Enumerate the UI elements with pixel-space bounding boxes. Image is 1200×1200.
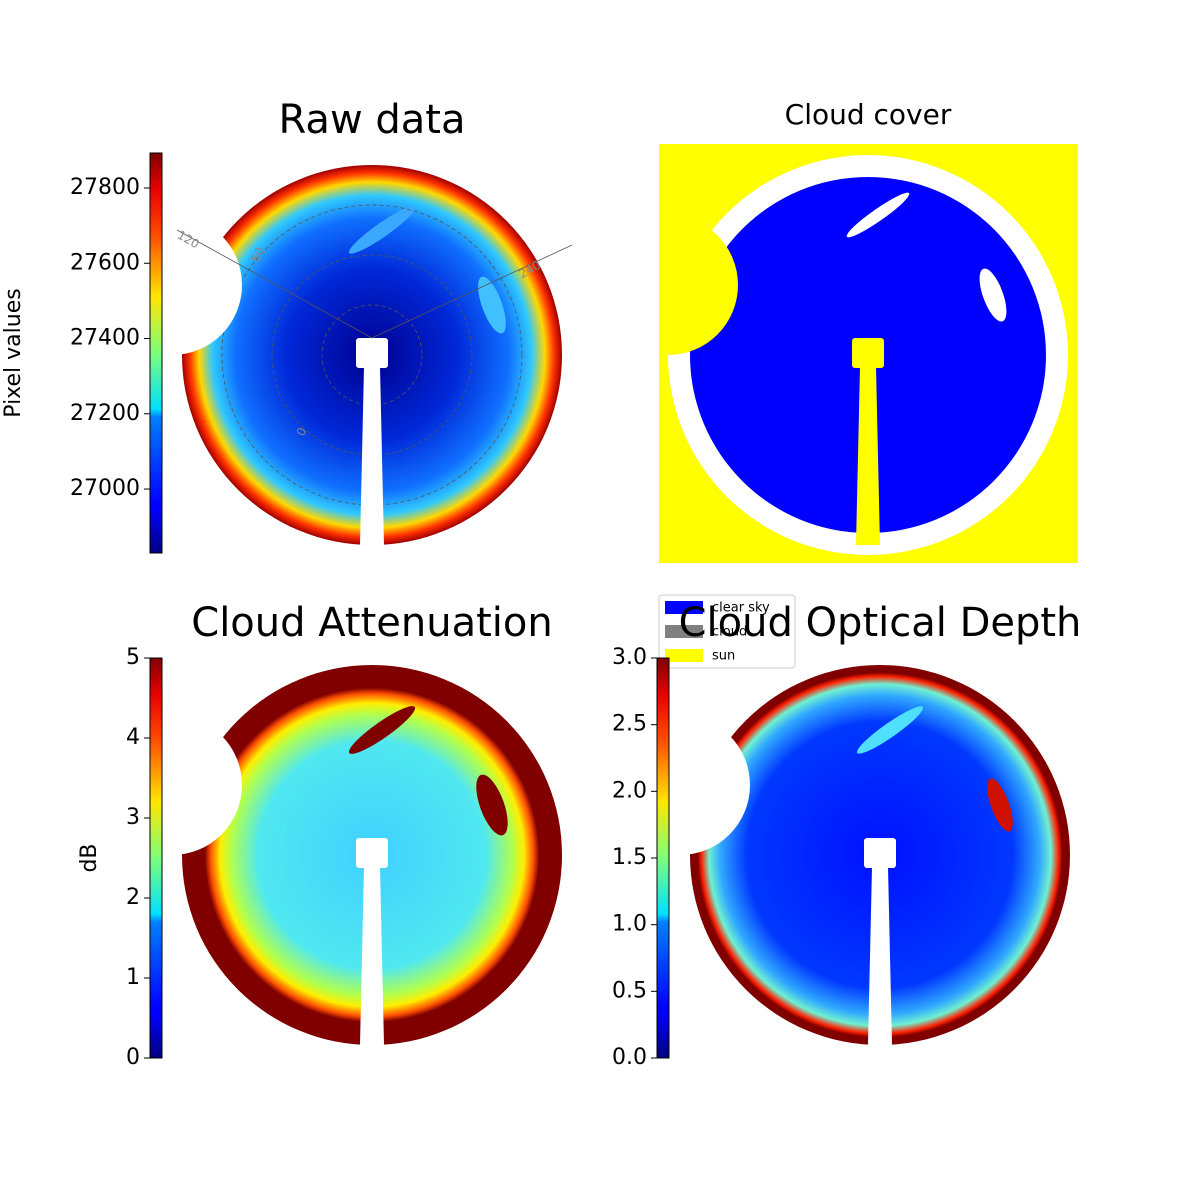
polar-grid xyxy=(221,204,523,506)
colorbar-tick-label: 3 xyxy=(126,805,140,830)
cloud-streak xyxy=(846,192,910,238)
legend-swatch xyxy=(665,601,703,614)
sun-blocker-arm xyxy=(856,367,880,545)
cloud-patch xyxy=(478,276,506,334)
colorbar-tick-label: 2.5 xyxy=(612,712,647,737)
panel-title: Cloud Attenuation xyxy=(191,600,552,646)
colorbar-tick-label: 0.0 xyxy=(612,1045,647,1070)
colorbar-tick-label: 5 xyxy=(126,645,140,670)
cloud-streak xyxy=(856,706,924,754)
polar-label: 60 xyxy=(248,245,268,265)
panel-title: Raw data xyxy=(279,97,466,143)
cloud-streak xyxy=(348,206,416,254)
colorbar-tick-label: 27400 xyxy=(70,326,140,351)
colorbar-tick-label: 3.0 xyxy=(612,645,647,670)
polar-label: 120 xyxy=(175,228,202,252)
sun-blocker xyxy=(356,338,388,368)
sky-image xyxy=(690,665,1070,1045)
colorbar xyxy=(149,657,163,1059)
panel-title: Cloud cover xyxy=(785,98,952,131)
polar-ray xyxy=(371,244,573,339)
sky-mask xyxy=(668,155,1068,555)
legend-label: sun xyxy=(712,649,735,664)
colorbar-tick-label: 1 xyxy=(126,965,140,990)
sun-blocker xyxy=(864,838,896,868)
sun-blocker xyxy=(356,838,388,868)
colorbar-tick-label: 1.5 xyxy=(612,845,647,870)
sun-blocker-arm xyxy=(360,867,384,1045)
legend-swatch xyxy=(665,625,703,638)
colorbar-tick-label: 1.0 xyxy=(612,912,647,937)
colorbar-tick-label: 0.5 xyxy=(612,978,647,1003)
sky-image xyxy=(182,165,562,545)
colorbar-tick-label: 27000 xyxy=(70,476,140,501)
colorbar xyxy=(656,657,670,1059)
sky-image xyxy=(182,665,562,1045)
cloud-patch xyxy=(987,778,1013,832)
cloud-streak xyxy=(348,706,416,754)
legend-label: cloud xyxy=(712,625,747,640)
legend-label: clear sky xyxy=(712,601,770,616)
colorbar-tick-label: 27600 xyxy=(70,250,140,275)
colorbar-tick-label: 2.0 xyxy=(612,778,647,803)
sun-blocker-arm xyxy=(868,867,892,1045)
colorbar-tick-label: 27800 xyxy=(70,175,140,200)
cloud-patch xyxy=(476,774,508,836)
panel-title: Cloud Optical Depth xyxy=(679,600,1082,646)
colorbar-tick-label: 27200 xyxy=(70,401,140,426)
polar-ray xyxy=(176,229,373,339)
cloud-patch xyxy=(979,268,1007,322)
colorbar-tick-label: 4 xyxy=(126,725,140,750)
colorbar-tick-label: 2 xyxy=(126,885,140,910)
colorbar xyxy=(149,152,163,554)
colorbar-tick-label: 0 xyxy=(126,1045,140,1070)
legend-swatch xyxy=(665,649,703,662)
colorbar-label: Pixel values xyxy=(1,288,26,417)
sun-blocker-arm xyxy=(360,367,384,545)
sun-blocker xyxy=(852,338,884,368)
colorbar-label: dB xyxy=(77,843,102,872)
